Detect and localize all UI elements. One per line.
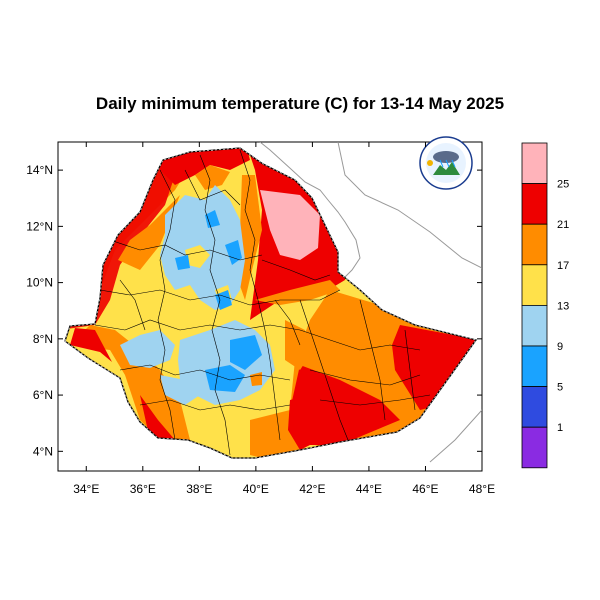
legend-swatch [521,264,548,306]
y-tick-label: 12°N [26,219,53,233]
x-tick-label: 38°E [186,482,212,496]
legend-label: 25 [557,179,569,191]
x-tick-label: 48°E [469,482,495,496]
legend-swatch [521,386,548,428]
x-tick-label: 40°E [243,482,269,496]
map-title: Daily minimum temperature (C) for 13-14 … [95,94,505,113]
legend-label: 17 [557,260,569,272]
x-tick-label: 44°E [356,482,382,496]
legend-label: 21 [557,219,569,231]
legend-label: 9 [557,341,563,353]
legend-swatch [521,223,548,266]
legend-swatch [521,142,548,184]
x-tick-label: 34°E [73,482,99,496]
legend-label: 5 [557,382,563,394]
x-tick-label: 42°E [299,482,325,496]
y-tick-label: 4°N [33,444,53,458]
legend-swatch [521,345,548,387]
y-tick-label: 8°N [33,332,53,346]
admin-boundaries [94,149,431,456]
y-tick-label: 10°N [26,276,53,290]
y-tick-label: 14°N [26,163,53,177]
legend-swatch [521,426,548,469]
legend-label: 13 [557,300,569,312]
legend-swatch [521,183,548,225]
x-tick-label: 36°E [130,482,156,496]
color-legend: 25 21 17 13 9 5 1 [521,142,569,469]
coastline [259,142,482,463]
y-axis: 14°N 12°N 10°N 8°N 6°N 4°N [26,163,482,458]
x-tick-label: 46°E [412,482,438,496]
x-axis: 34°E 36°E 38°E 40°E 42°E 44°E 46°E 48°E [73,142,495,496]
legend-swatch [521,304,548,347]
y-tick-label: 6°N [33,388,53,402]
legend-label: 1 [557,422,563,434]
national-border [64,147,478,459]
agency-logo-icon [419,136,473,190]
